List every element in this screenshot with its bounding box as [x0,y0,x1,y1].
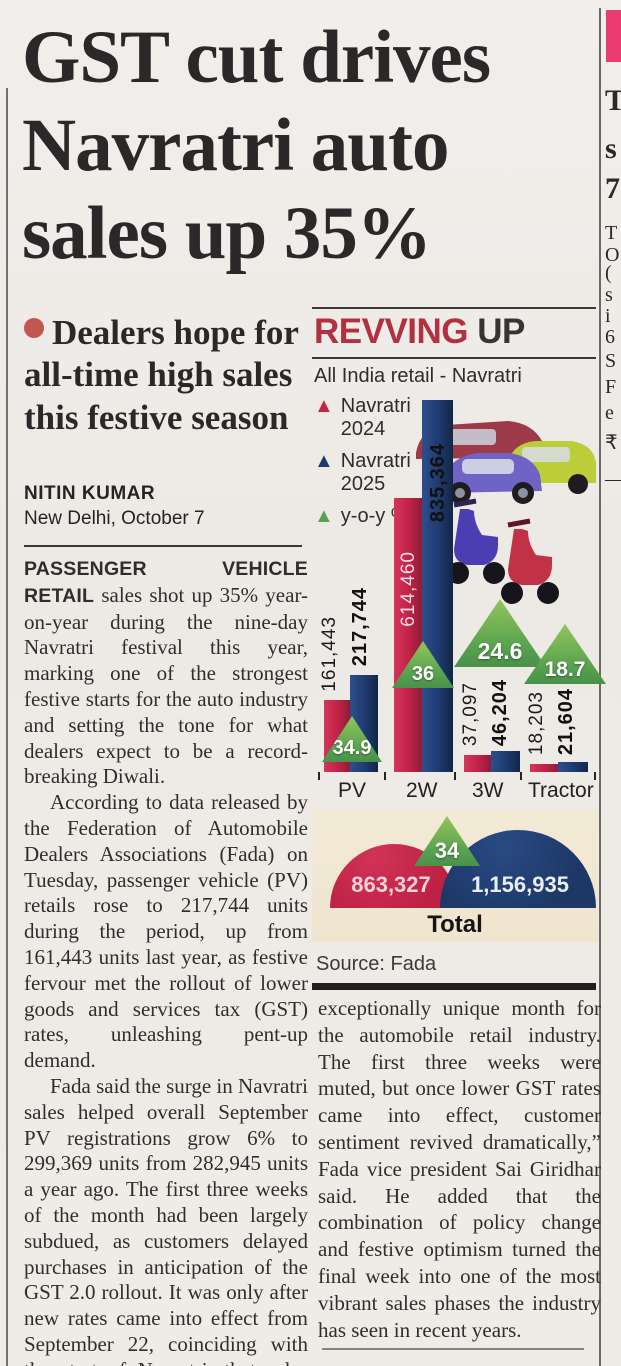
adjacent-column-accent-box [606,10,621,62]
chart-title: REVVING UP [314,312,525,352]
byline-divider [24,545,302,547]
red-scooter-icon [501,518,559,604]
legend-item-2025: ▲ Navratri 2025 [314,450,419,496]
edge-fragment: 7 [605,172,620,205]
article-headline: GST cut drives Navratri auto sales up 35… [22,14,592,277]
headline-line-2: Navratri auto [22,103,450,187]
yoy-triangle-3w: 24.6 [454,599,546,667]
value-label-pv-2024: 161,443 [319,616,340,692]
legend-item-2024: ▲ Navratri 2024 [314,395,419,441]
category-label-2w: 2W [406,779,438,802]
paragraph: PASSENGER VEHICLE RETAIL sales shot up 3… [24,556,308,790]
edge-fragment: F [605,376,617,398]
value-label-tractor-2025: 21,604 [555,687,577,755]
section-divider [322,1348,584,1350]
yoy-triangle-total: 34 [414,816,480,866]
lead-in-text: PASSENGER VEHICLE RETAIL [24,558,308,607]
edge-fragment: e [605,402,614,424]
right-column-rule [599,8,601,1366]
article-body-right: exceptionally unique month for the autom… [318,995,601,1343]
edge-fragment: i [605,305,611,327]
value-label-2w-2024: 614,460 [398,551,419,627]
total-label: Total [427,911,483,938]
left-column-rule [6,88,8,1366]
bar-3w-2024 [464,755,491,772]
blue-scooter-icon [447,498,505,584]
chart-title-rule [312,357,596,359]
bar-chart-area: 161,443 217,744 614,460 835,364 37,097 4… [318,390,606,772]
value-label-3w-2025: 46,204 [489,678,511,746]
bullet-dot-icon [24,318,44,338]
category-label-3w: 3W [472,779,504,802]
triangle-icon: ▲ [314,450,334,472]
paragraph-text: sales shot up 35% year-on-year during th… [24,582,309,789]
purple-car-icon [440,453,542,504]
total-value-2025: 1,156,935 [471,872,569,897]
yoy-value: 34 [434,838,460,863]
edge-fragment: s [605,132,617,165]
chart-source: Source: Fada [316,953,437,975]
byline: NITIN KUMAR New Delhi, October 7 [24,483,304,530]
bar-tractor-2024 [530,764,558,772]
byline-author: NITIN KUMAR [24,483,156,504]
category-label-pv: PV [338,779,367,802]
value-label-2w-2025: 835,364 [427,442,449,522]
paragraph: exceptionally unique month for the autom… [318,996,601,1342]
bar-2w-2025 [422,400,453,772]
paragraph: According to data released by the Federa… [24,790,308,1073]
yoy-value: 24.6 [477,638,523,664]
edge-fragment: T [605,222,618,244]
edge-fragment: T [605,84,621,117]
chart-subtitle: All India retail - Navratri [314,365,522,387]
triangle-icon: ▲ [314,505,334,527]
article-subheadline: Dealers hope for all-time high sales thi… [24,312,314,439]
headline-line-3: sales up 35% [22,191,432,275]
triangle-icon: ▲ [314,395,334,417]
bar-3w-2025 [491,751,520,772]
edge-fragment: s [605,284,613,306]
chart-title-rest: UP [468,312,525,351]
paragraph: Fada said the surge in Navratri sales he… [24,1073,308,1366]
axis-tick [454,772,456,780]
value-label-3w-2024: 37,097 [460,681,481,746]
headline-line-1: GST cut drives [22,16,491,99]
legend-label: Navratri 2025 [340,450,411,495]
subheadline-text: Dealers hope for all-time high sales thi… [24,313,299,437]
chart-bottom-rule [312,983,596,990]
chart-title-accent: REVVING [314,312,469,351]
article-body-left: PASSENGER VEHICLE RETAIL sales shot up 3… [24,556,308,1366]
axis-tick [318,772,320,780]
chart-legend: ▲ Navratri 2024 ▲ Navratri 2025 ▲ y-o-y … [314,395,419,537]
legend-item-yoy: ▲ y-o-y % [314,505,419,528]
edge-fragment: — [605,468,621,491]
yoy-value: 34.9 [332,737,372,759]
legend-label: y-o-y % [340,505,409,527]
axis-tick [520,772,522,780]
yoy-value: 18.7 [544,658,586,681]
x-axis [318,772,596,774]
bar-tractor-2025 [558,762,588,772]
byline-dateline: New Delhi, October 7 [24,508,205,529]
axis-tick [594,772,596,780]
value-label-pv-2025: 217,744 [349,586,371,666]
total-value-2024: 863,327 [351,872,431,897]
edge-fragment: S [605,350,617,372]
edge-fragment: O [605,244,620,266]
total-section: 34 863,327 1,156,935 Total [312,810,598,942]
revving-up-chart: REVVING UP All India retail - Navratri ▲… [312,305,606,995]
axis-tick [384,772,386,780]
bar-2w-2024 [394,498,422,772]
category-label-tractor: Tractor [528,779,594,802]
chart-top-rule [312,307,596,309]
value-label-tractor-2024: 18,203 [526,690,547,755]
legend-label: Navratri 2024 [340,395,411,440]
edge-fragment: ₹ [605,432,618,454]
edge-fragment: ( [605,262,612,284]
edge-fragment: 6 [605,326,615,348]
yoy-value: 36 [411,663,435,685]
